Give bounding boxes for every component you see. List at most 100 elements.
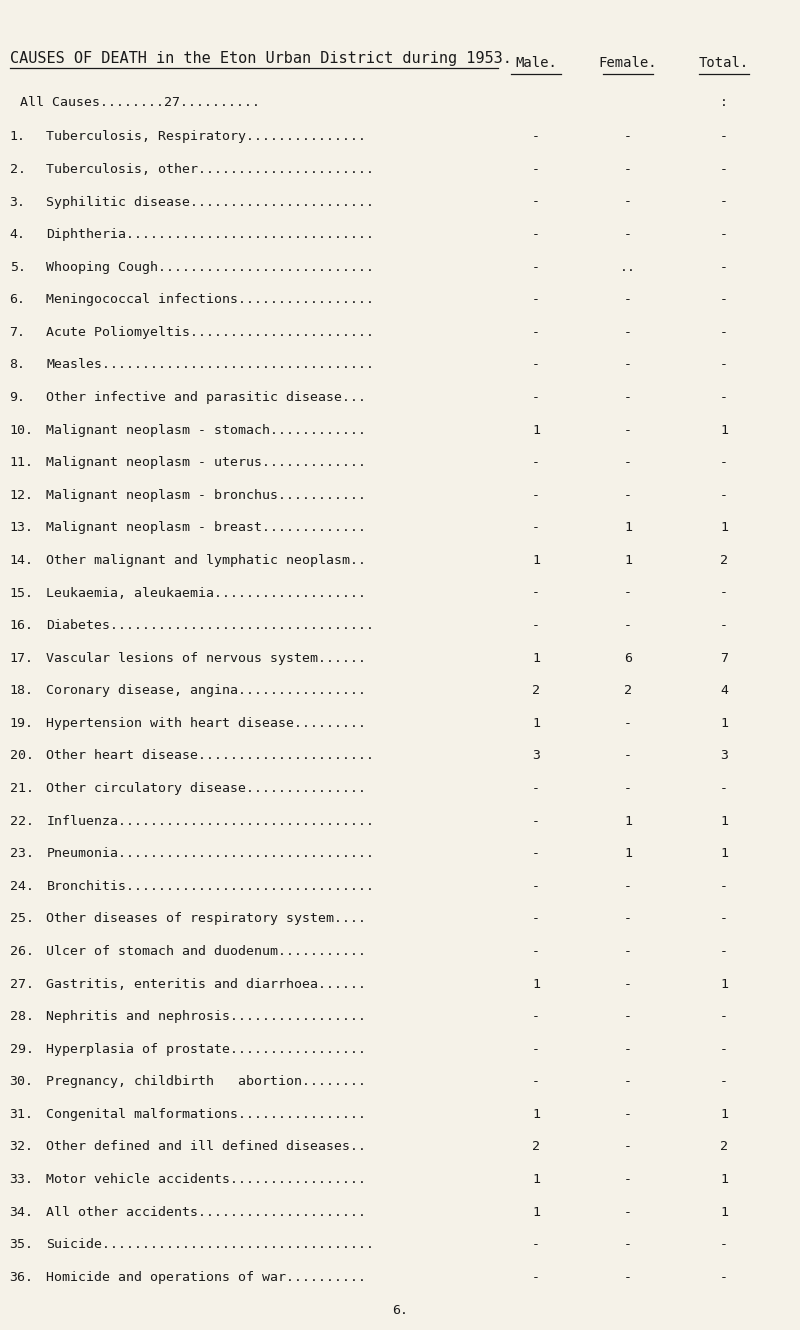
Text: 13.: 13. [10,521,34,535]
Text: -: - [532,488,540,501]
Text: -: - [720,293,728,306]
Text: -: - [624,1108,632,1121]
Text: -: - [624,1141,632,1153]
Text: 33.: 33. [10,1173,34,1186]
Text: All Causes........27..........: All Causes........27.......... [20,96,260,109]
Text: Malignant neoplasm - stomach............: Malignant neoplasm - stomach............ [46,423,366,436]
Text: Tuberculosis, other......................: Tuberculosis, other.....................… [46,162,374,176]
Text: ..: .. [620,261,636,274]
Text: 1: 1 [624,553,632,567]
Text: 1: 1 [720,1108,728,1121]
Text: -: - [532,521,540,535]
Text: -: - [720,1271,728,1283]
Text: -: - [624,1075,632,1088]
Text: -: - [532,944,540,958]
Text: Tuberculosis, Respiratory...............: Tuberculosis, Respiratory............... [46,130,366,144]
Text: -: - [532,1238,540,1252]
Text: Bronchitis...............................: Bronchitis..............................… [46,880,374,892]
Text: -: - [532,587,540,600]
Text: 1: 1 [624,521,632,535]
Text: 1: 1 [720,847,728,861]
Text: 15.: 15. [10,587,34,600]
Text: 22.: 22. [10,814,34,827]
Text: Male.: Male. [515,56,557,70]
Text: 1: 1 [624,847,632,861]
Text: Acute Poliomyeltis.......................: Acute Poliomyeltis......................… [46,326,374,339]
Text: -: - [720,358,728,371]
Text: 3: 3 [532,750,540,762]
Text: -: - [720,944,728,958]
Text: Congenital malformations................: Congenital malformations................ [46,1108,366,1121]
Text: Ulcer of stomach and duodenum...........: Ulcer of stomach and duodenum........... [46,944,366,958]
Text: -: - [532,912,540,926]
Text: -: - [532,326,540,339]
Text: 1: 1 [532,717,540,730]
Text: -: - [624,130,632,144]
Text: 4: 4 [720,684,728,697]
Text: Diabetes.................................: Diabetes................................… [46,620,374,632]
Text: 31.: 31. [10,1108,34,1121]
Text: 16.: 16. [10,620,34,632]
Text: -: - [720,587,728,600]
Text: -: - [532,782,540,795]
Text: All other accidents.....................: All other accidents..................... [46,1205,366,1218]
Text: 1: 1 [532,652,540,665]
Text: Other circulatory disease...............: Other circulatory disease............... [46,782,366,795]
Text: -: - [720,1238,728,1252]
Text: -: - [624,620,632,632]
Text: 1: 1 [624,814,632,827]
Text: -: - [532,391,540,404]
Text: 30.: 30. [10,1075,34,1088]
Text: -: - [624,488,632,501]
Text: 1: 1 [532,1108,540,1121]
Text: -: - [720,326,728,339]
Text: -: - [624,1238,632,1252]
Text: CAUSES OF DEATH in the Eton Urban District during 1953.: CAUSES OF DEATH in the Eton Urban Distri… [10,51,511,65]
Text: 1: 1 [532,978,540,991]
Text: 14.: 14. [10,553,34,567]
Text: 28.: 28. [10,1011,34,1023]
Text: 6.: 6. [10,293,26,306]
Text: -: - [532,880,540,892]
Text: 1: 1 [720,423,728,436]
Text: Malignant neoplasm - uterus.............: Malignant neoplasm - uterus............. [46,456,366,469]
Text: Whooping Cough...........................: Whooping Cough..........................… [46,261,374,274]
Text: 2: 2 [532,1141,540,1153]
Text: 32.: 32. [10,1141,34,1153]
Text: -: - [624,326,632,339]
Text: 6: 6 [624,652,632,665]
Text: 8.: 8. [10,358,26,371]
Text: -: - [532,293,540,306]
Text: Female.: Female. [598,56,658,70]
Text: 2: 2 [624,684,632,697]
Text: -: - [720,1011,728,1023]
Text: -: - [532,229,540,241]
Text: 7: 7 [720,652,728,665]
Text: Hypertension with heart disease.........: Hypertension with heart disease......... [46,717,366,730]
Text: 35.: 35. [10,1238,34,1252]
Text: 27.: 27. [10,978,34,991]
Text: 3.: 3. [10,196,26,209]
Text: 21.: 21. [10,782,34,795]
Text: -: - [720,196,728,209]
Text: Other defined and ill defined diseases..: Other defined and ill defined diseases.. [46,1141,366,1153]
Text: Other heart disease......................: Other heart disease.....................… [46,750,374,762]
Text: 1: 1 [720,521,728,535]
Text: 25.: 25. [10,912,34,926]
Text: -: - [532,1075,540,1088]
Text: -: - [532,162,540,176]
Text: Other malignant and lymphatic neoplasm..: Other malignant and lymphatic neoplasm.. [46,553,366,567]
Text: Meningococcal infections.................: Meningococcal infections................… [46,293,374,306]
Text: -: - [532,1271,540,1283]
Text: 1: 1 [532,423,540,436]
Text: -: - [532,1043,540,1056]
Text: -: - [624,423,632,436]
Text: -: - [624,1205,632,1218]
Text: -: - [532,196,540,209]
Text: -: - [624,1011,632,1023]
Text: Total.: Total. [699,56,749,70]
Text: Other diseases of respiratory system....: Other diseases of respiratory system.... [46,912,366,926]
Text: -: - [720,391,728,404]
Text: -: - [624,750,632,762]
Text: -: - [720,1075,728,1088]
